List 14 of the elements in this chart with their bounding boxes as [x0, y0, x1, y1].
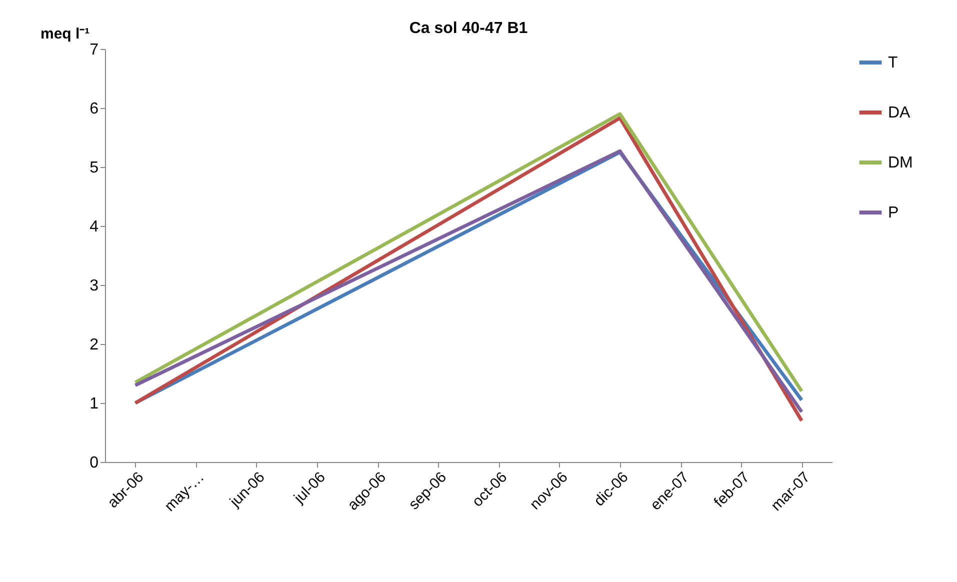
- y-tick-label: 7: [90, 42, 99, 58]
- y-tick-label: 1: [90, 396, 99, 412]
- y-tick-label: 2: [90, 336, 99, 354]
- legend-label: P: [888, 204, 899, 222]
- y-tick-label: 3: [90, 278, 99, 294]
- legend-label: DM: [888, 154, 913, 172]
- y-tick-label: 6: [90, 100, 99, 118]
- legend-label: DA: [888, 104, 911, 122]
- y-axis-title: meq l⁻¹: [40, 26, 90, 42]
- chart-title: Ca sol 40-47 B1: [409, 20, 528, 37]
- y-tick-label: 5: [90, 160, 99, 176]
- y-tick-label: 0: [90, 454, 99, 472]
- legend-label: T: [888, 54, 898, 72]
- y-tick-label: 4: [90, 218, 99, 236]
